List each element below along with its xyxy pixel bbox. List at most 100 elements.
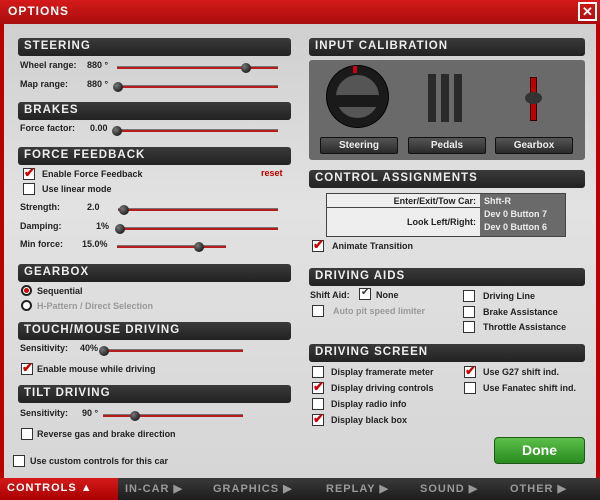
- wheel-range-value: 880 °: [87, 60, 109, 70]
- enable-mouse-label: Enable mouse while driving: [37, 364, 156, 374]
- force-factor-label: Force factor:: [20, 123, 76, 133]
- black-box-label: Display black box: [331, 415, 408, 425]
- g27-label: Use G27 shift ind.: [483, 367, 560, 377]
- damping-label: Damping:: [20, 221, 62, 231]
- driving-line-label: Driving Line: [483, 291, 536, 301]
- fanatec-checkbox[interactable]: [464, 382, 476, 394]
- close-icon: ✕: [582, 4, 593, 19]
- key-value: Shft-R: [484, 196, 511, 206]
- key-value: Dev 0 Button 7: [484, 209, 548, 219]
- touch-sensitivity-slider[interactable]: [99, 346, 243, 356]
- pedal-bar-icon: [441, 74, 449, 122]
- force-feedback-header: FORCE FEEDBACK: [18, 147, 291, 165]
- brake-assist-checkbox[interactable]: [463, 306, 475, 318]
- black-box-checkbox[interactable]: [312, 411, 324, 427]
- wheel-range-slider[interactable]: [117, 63, 278, 73]
- driving-screen-header: DRIVING SCREEN: [309, 344, 585, 362]
- gearbox-calibrate-button[interactable]: Gearbox: [495, 137, 573, 154]
- input-calibration-header: INPUT CALIBRATION: [309, 38, 585, 56]
- tab-in-car[interactable]: IN-CAR ▶: [125, 483, 184, 495]
- slider-knob[interactable]: [130, 411, 141, 421]
- touch-driving-header: TOUCH/MOUSE DRIVING: [18, 322, 291, 340]
- slider-knob[interactable]: [119, 205, 130, 215]
- sequential-radio[interactable]: [21, 285, 32, 296]
- min-force-slider[interactable]: [117, 242, 226, 252]
- bottom-tab-bar: CONTROLS ▲ IN-CAR ▶ GRAPHICS ▶ REPLAY ▶ …: [0, 478, 600, 500]
- g27-checkbox[interactable]: [464, 363, 476, 379]
- map-range-slider[interactable]: [113, 82, 278, 92]
- pedal-bar-icon: [428, 74, 436, 122]
- shift-aid-dropdown[interactable]: [359, 287, 371, 300]
- map-range-value: 880 °: [87, 79, 109, 89]
- touch-sensitivity-label: Sensitivity:: [20, 343, 69, 353]
- auto-pit-checkbox[interactable]: [312, 305, 324, 317]
- fanatec-label: Use Fanatec shift ind.: [483, 383, 577, 393]
- tilt-sensitivity-value: 90 °: [82, 408, 99, 418]
- custom-controls-checkbox[interactable]: [13, 455, 25, 467]
- shift-aid-label: Shift Aid:: [310, 290, 350, 300]
- brakes-header: BRAKES: [18, 102, 291, 120]
- animate-transition-label: Animate Transition: [332, 241, 414, 251]
- touch-sensitivity-value: 40%: [80, 343, 99, 353]
- slider-knob[interactable]: [99, 346, 109, 356]
- close-button[interactable]: ✕: [578, 2, 597, 21]
- pedal-bar-icon: [454, 74, 462, 122]
- radio-info-checkbox[interactable]: [312, 398, 324, 410]
- gearbox-shifter-icon: [525, 77, 542, 121]
- action-label: Enter/Exit/Tow Car:: [393, 196, 476, 206]
- action-label: Look Left/Right:: [407, 217, 476, 227]
- throttle-assist-checkbox[interactable]: [463, 321, 475, 333]
- tab-replay[interactable]: REPLAY ▶: [326, 483, 389, 495]
- brake-assist-label: Brake Assistance: [483, 307, 558, 317]
- slider-knob[interactable]: [193, 242, 204, 252]
- linear-mode-label: Use linear mode: [42, 184, 112, 194]
- slider-knob[interactable]: [115, 224, 125, 234]
- slider-knob[interactable]: [240, 63, 251, 73]
- enable-mouse-checkbox[interactable]: [21, 360, 33, 376]
- force-factor-slider[interactable]: [112, 126, 278, 136]
- reverse-gas-checkbox[interactable]: [21, 428, 33, 440]
- key-value: Dev 0 Button 6: [484, 222, 548, 232]
- tilt-sensitivity-slider[interactable]: [103, 411, 243, 421]
- h-pattern-radio[interactable]: [21, 300, 32, 311]
- damping-slider[interactable]: [115, 224, 278, 234]
- enable-ffb-checkbox[interactable]: [23, 165, 35, 181]
- done-button[interactable]: Done: [494, 437, 585, 464]
- radio-info-label: Display radio info: [331, 399, 407, 409]
- auto-pit-label: Auto pit speed limiter: [333, 306, 426, 316]
- tab-other[interactable]: OTHER ▶: [510, 483, 568, 495]
- custom-controls-label: Use custom controls for this car: [30, 456, 169, 466]
- window-title: OPTIONS: [8, 4, 70, 18]
- tilt-sensitivity-label: Sensitivity:: [20, 408, 69, 418]
- steering-wheel-icon: [327, 66, 388, 127]
- slider-knob[interactable]: [113, 82, 123, 92]
- tab-controls[interactable]: CONTROLS ▲: [7, 482, 93, 494]
- slider-knob[interactable]: [112, 126, 122, 136]
- min-force-value: 15.0%: [82, 239, 108, 249]
- strength-label: Strength:: [20, 202, 60, 212]
- reset-link[interactable]: reset: [261, 168, 283, 178]
- tab-graphics[interactable]: GRAPHICS ▶: [213, 483, 293, 495]
- tilt-driving-header: TILT DRIVING: [18, 385, 291, 403]
- driving-controls-checkbox[interactable]: [312, 379, 324, 395]
- animate-transition-checkbox[interactable]: [312, 237, 324, 253]
- driving-aids-header: DRIVING AIDS: [309, 268, 585, 286]
- force-factor-value: 0.00: [90, 123, 108, 133]
- wheel-range-label: Wheel range:: [20, 60, 77, 70]
- assignments-table: Enter/Exit/Tow Car: Shft-R Look Left/Rig…: [326, 193, 566, 237]
- min-force-label: Min force:: [20, 239, 64, 249]
- driving-controls-label: Display driving controls: [331, 383, 434, 393]
- tab-sound[interactable]: SOUND ▶: [420, 483, 479, 495]
- gearbox-header: GEARBOX: [18, 264, 291, 282]
- table-row[interactable]: Look Left/Right: Dev 0 Button 7 Dev 0 But…: [327, 208, 565, 236]
- framerate-checkbox[interactable]: [312, 366, 324, 378]
- linear-mode-checkbox[interactable]: [23, 183, 35, 195]
- steering-calibrate-button[interactable]: Steering: [320, 137, 398, 154]
- title-bar: OPTIONS: [0, 0, 600, 24]
- pedals-calibrate-button[interactable]: Pedals: [408, 137, 486, 154]
- strength-slider[interactable]: [118, 205, 278, 215]
- driving-line-checkbox[interactable]: [463, 290, 475, 302]
- map-range-label: Map range:: [20, 79, 69, 89]
- table-row[interactable]: Enter/Exit/Tow Car: Shft-R: [327, 194, 565, 208]
- active-tab-highlight: [0, 478, 118, 500]
